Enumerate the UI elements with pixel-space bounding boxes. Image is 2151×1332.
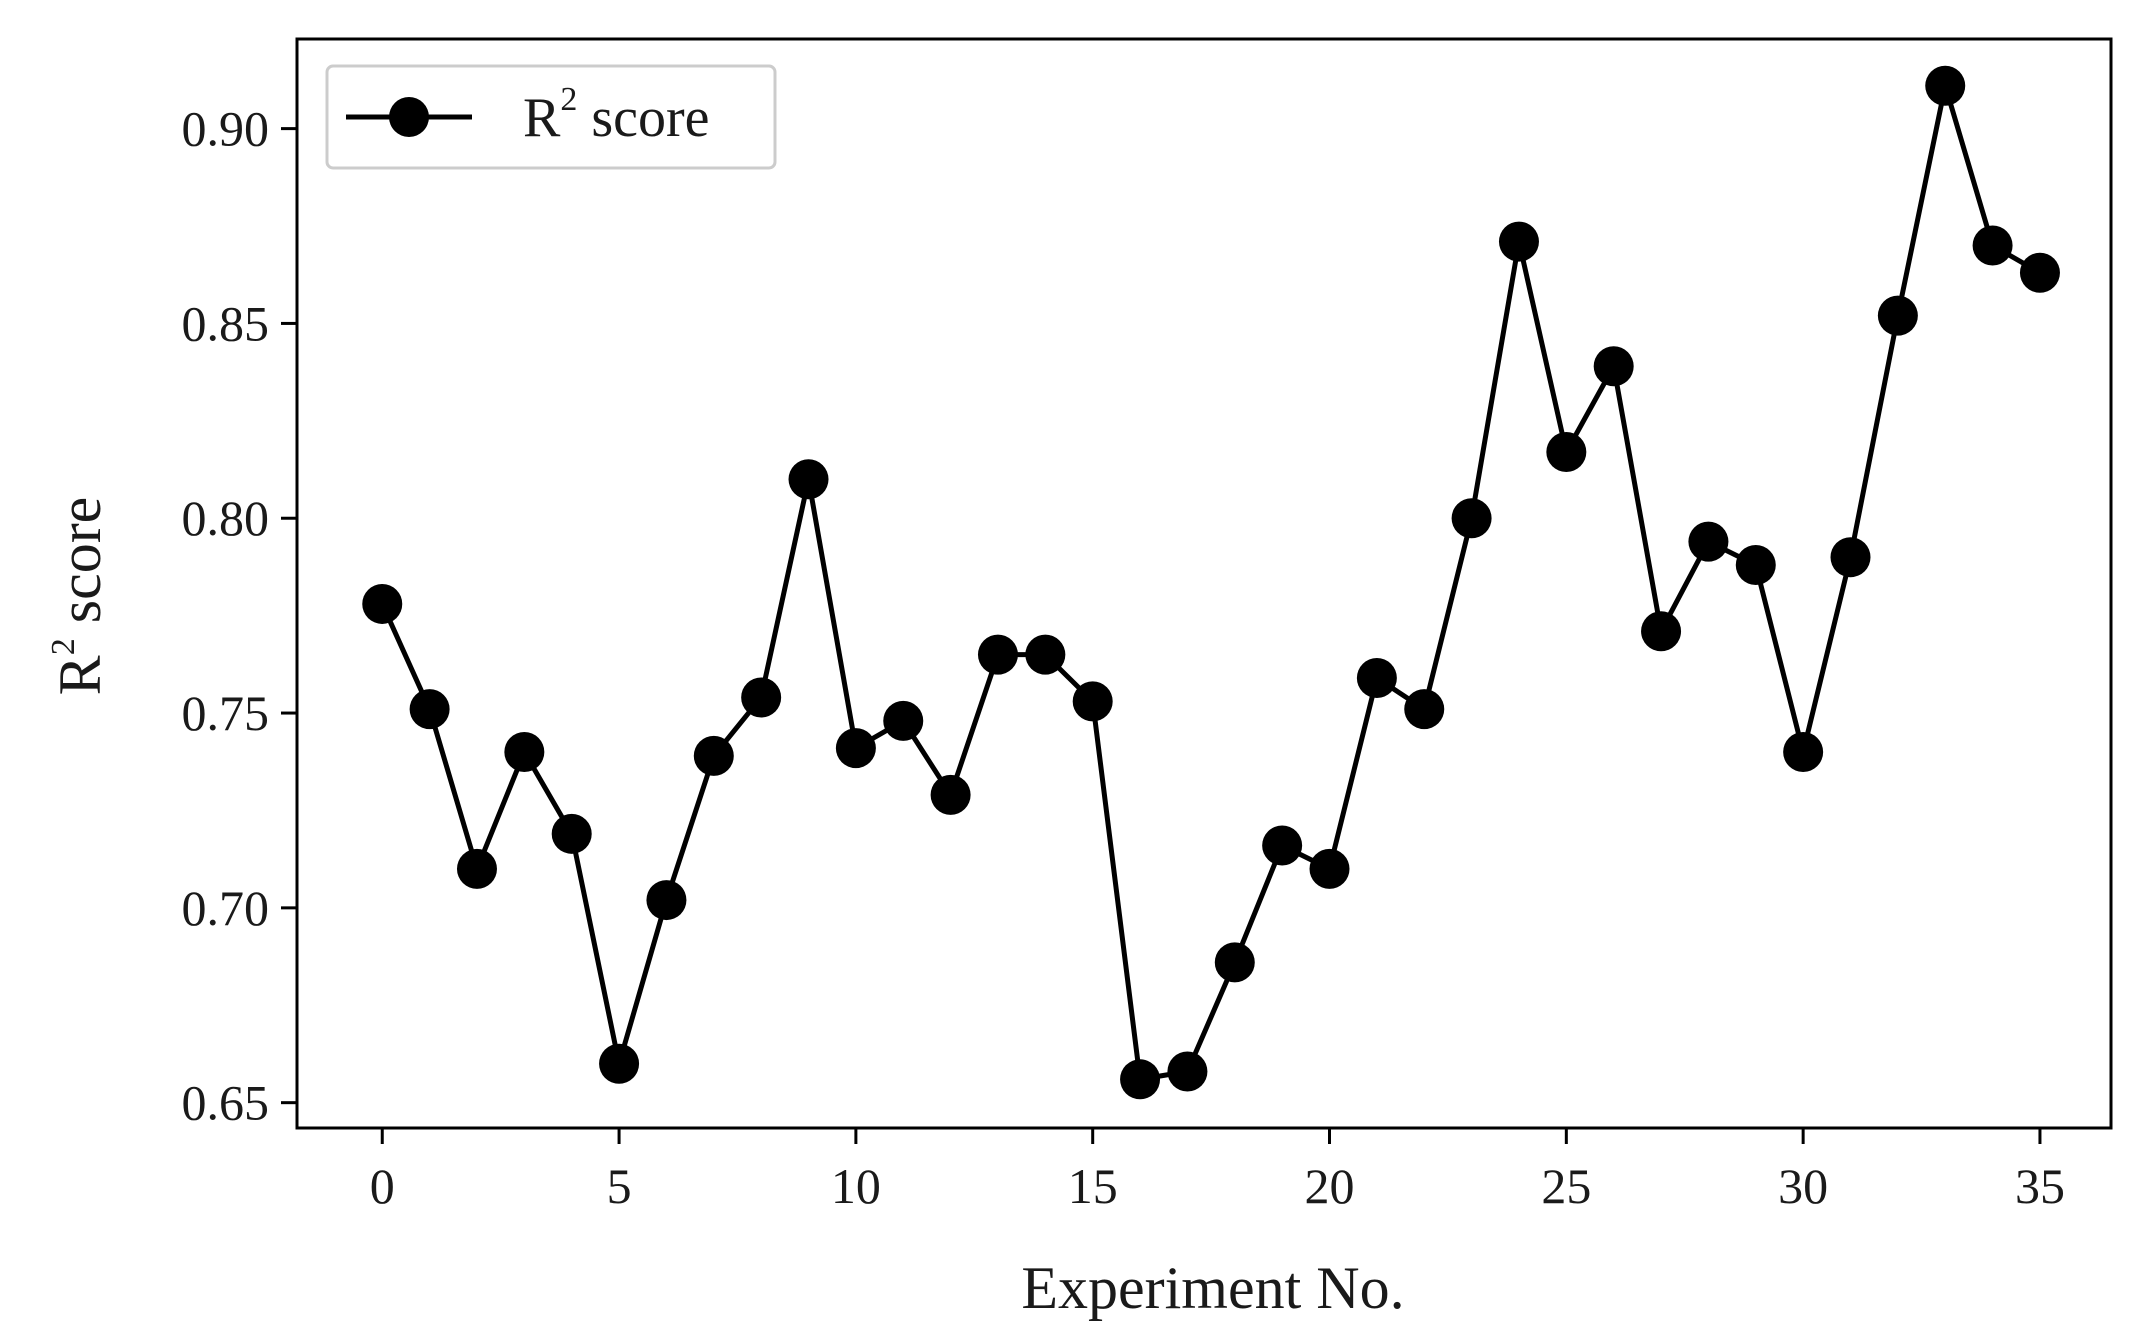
data-point (456, 848, 497, 889)
data-point (1925, 65, 1966, 106)
plot-frame (295, 37, 2113, 1130)
plot-area (297, 39, 2111, 1128)
data-point (2019, 252, 2060, 293)
x-tick-label: 5 (607, 1158, 632, 1214)
y-tick-label: 0.85 (182, 295, 270, 351)
y-axis-label-rest: score (47, 497, 113, 639)
x-axis-label: Experiment No. (1021, 1255, 1404, 1321)
series-line (379, 83, 2042, 1082)
y-tick-label: 0.75 (182, 685, 270, 741)
data-point (977, 634, 1018, 675)
y-tick-label: 0.65 (182, 1075, 270, 1131)
x-tick-label: 25 (1541, 1158, 1591, 1214)
data-point (1025, 634, 1066, 675)
data-point (1498, 221, 1539, 262)
y-tick-label: 0.80 (182, 490, 270, 546)
data-point (930, 774, 971, 815)
legend-label-main: R (523, 87, 561, 149)
data-point (409, 689, 450, 730)
data-point (1830, 537, 1871, 578)
plot-background (297, 39, 2111, 1128)
data-point (1309, 848, 1350, 889)
x-tick-label: 30 (1778, 1158, 1828, 1214)
x-tick-label: 20 (1305, 1158, 1355, 1214)
data-point (1167, 1051, 1208, 1092)
data-point (883, 700, 924, 741)
data-point (551, 813, 592, 854)
data-point (693, 735, 734, 776)
data-point (599, 1043, 640, 1084)
legend-marker-sample (389, 97, 429, 137)
data-point (1120, 1059, 1161, 1100)
legend-label-rest: score (577, 87, 709, 149)
data-point (362, 583, 403, 624)
data-point (835, 728, 876, 769)
y-axis-label-superscript: 2 (45, 638, 82, 655)
data-point (1356, 657, 1397, 698)
data-point (1593, 346, 1634, 387)
x-tick-label: 35 (2015, 1158, 2065, 1214)
data-point (1262, 825, 1303, 866)
x-axis-ticks: 0 5 10 15 20 25 30 35 (370, 1128, 2065, 1214)
y-axis-label: R2 score (45, 497, 113, 696)
series-layer (362, 65, 2060, 1100)
data-point (504, 732, 545, 773)
legend-box (325, 64, 777, 170)
data-point (741, 677, 782, 718)
data-point (1735, 544, 1776, 585)
data-point (1972, 225, 2013, 266)
data-point (1688, 521, 1729, 562)
data-point (646, 880, 687, 921)
y-axis-ticks: 0.65 0.70 0.75 0.80 0.85 0.90 (182, 101, 297, 1131)
y-tick-label: 0.90 (182, 101, 270, 157)
data-point (1783, 732, 1824, 773)
data-point (788, 459, 829, 500)
x-tick-label: 15 (1068, 1158, 1118, 1214)
data-point (1214, 942, 1255, 983)
data-point (1641, 611, 1682, 652)
legend-label-superscript: 2 (560, 81, 577, 118)
data-point (1451, 498, 1492, 539)
data-point (1404, 689, 1445, 730)
data-point (1072, 681, 1113, 722)
x-tick-label: 0 (370, 1158, 395, 1214)
legend-entry-label: R2 score (523, 81, 710, 149)
data-point (1546, 432, 1587, 473)
y-axis-label-main: R (47, 655, 113, 695)
axes-layer (295, 37, 2113, 1130)
x-tick-label: 10 (831, 1158, 881, 1214)
y-tick-label: 0.70 (182, 880, 270, 936)
legend: R2 score (325, 64, 777, 170)
data-point (1877, 295, 1918, 336)
